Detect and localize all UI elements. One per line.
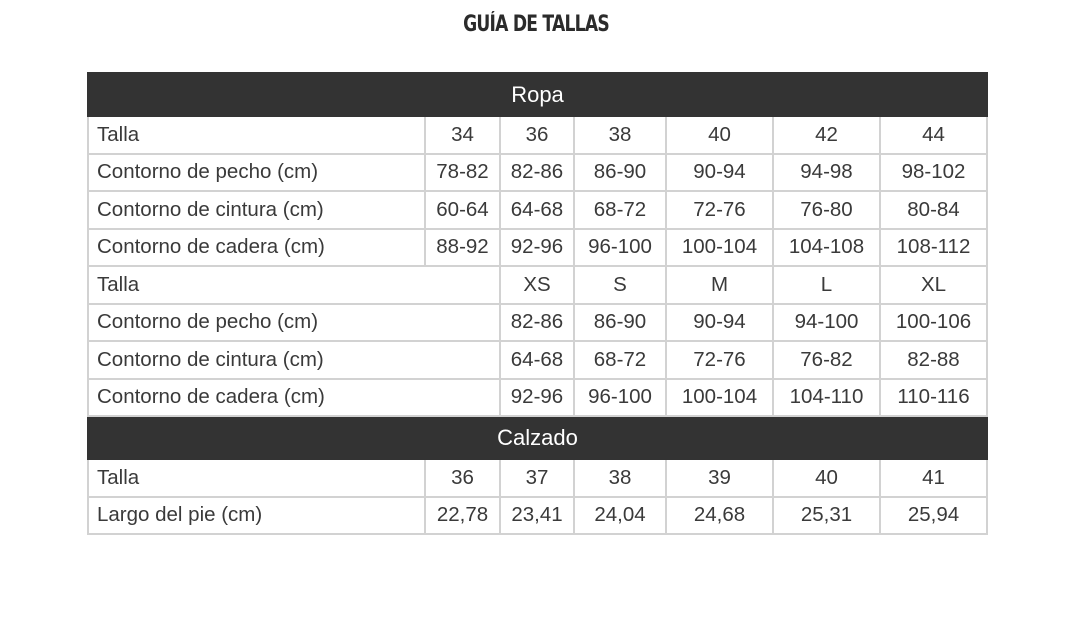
size-cell: L bbox=[772, 265, 881, 305]
size-cell: 40 bbox=[772, 458, 881, 498]
table-cell: 80-84 bbox=[878, 190, 989, 230]
table-cell: 82-88 bbox=[878, 340, 989, 380]
size-cell: 36 bbox=[424, 458, 501, 498]
table-row: Contorno de cadera (cm) 88-92 92-96 96-1… bbox=[87, 227, 989, 267]
size-cell: 41 bbox=[878, 458, 989, 498]
table-cell: 68-72 bbox=[573, 190, 667, 230]
size-row-calzado: Talla 36 37 38 39 40 41 bbox=[87, 458, 989, 498]
size-cell: 38 bbox=[573, 115, 667, 155]
row-label: Contorno de cintura (cm) bbox=[87, 190, 426, 230]
table-cell: 23,41 bbox=[499, 495, 575, 535]
table-row: Contorno de pecho (cm) 78-82 82-86 86-90… bbox=[87, 152, 989, 192]
table-cell: 72-76 bbox=[665, 190, 774, 230]
table-row: Largo del pie (cm) 22,78 23,41 24,04 24,… bbox=[87, 495, 989, 535]
table-cell: 88-92 bbox=[424, 227, 501, 267]
table-cell: 100-104 bbox=[665, 377, 774, 417]
section-header-calzado: Calzado bbox=[86, 415, 989, 460]
table-cell: 22,78 bbox=[424, 495, 501, 535]
table-cell: 25,31 bbox=[772, 495, 881, 535]
table-cell: 86-90 bbox=[573, 152, 667, 192]
table-cell: 24,04 bbox=[573, 495, 667, 535]
row-label: Contorno de pecho (cm) bbox=[87, 152, 426, 192]
table-cell: 64-68 bbox=[499, 340, 575, 380]
section-title-calzado: Calzado bbox=[86, 415, 989, 460]
table-cell: 82-86 bbox=[499, 302, 575, 342]
size-guide-table: Ropa Talla 34 36 38 40 42 44 Contorno de… bbox=[86, 72, 989, 535]
table-cell: 104-110 bbox=[772, 377, 881, 417]
empty-cell bbox=[425, 265, 500, 305]
section-header-ropa: Ropa bbox=[86, 72, 989, 117]
size-row-ropa-numeric: Talla 34 36 38 40 42 44 bbox=[87, 115, 989, 155]
size-cell: XS bbox=[499, 265, 575, 305]
row-label: Largo del pie (cm) bbox=[87, 495, 426, 535]
row-label: Talla bbox=[87, 265, 425, 305]
size-cell: 42 bbox=[772, 115, 881, 155]
row-label: Talla bbox=[87, 115, 426, 155]
table-cell: 76-82 bbox=[772, 340, 881, 380]
section-title-ropa: Ropa bbox=[86, 72, 989, 117]
table-cell: 90-94 bbox=[665, 302, 774, 342]
table-cell: 110-116 bbox=[878, 377, 989, 417]
size-cell: S bbox=[573, 265, 667, 305]
table-row: Contorno de cadera (cm) 92-96 96-100 100… bbox=[87, 377, 989, 417]
size-cell: XL bbox=[878, 265, 989, 305]
table-row: Contorno de cintura (cm) 60-64 64-68 68-… bbox=[87, 190, 989, 230]
table-cell: 24,68 bbox=[665, 495, 774, 535]
size-cell: 37 bbox=[499, 458, 575, 498]
size-cell: 44 bbox=[878, 115, 989, 155]
table-cell: 90-94 bbox=[665, 152, 774, 192]
size-cell: 36 bbox=[499, 115, 575, 155]
table-cell: 64-68 bbox=[499, 190, 575, 230]
table-cell: 104-108 bbox=[772, 227, 881, 267]
table-cell: 86-90 bbox=[573, 302, 667, 342]
table-cell: 72-76 bbox=[665, 340, 774, 380]
table-cell: 25,94 bbox=[878, 495, 989, 535]
row-label: Contorno de cintura (cm) bbox=[87, 340, 425, 380]
table-cell: 68-72 bbox=[573, 340, 667, 380]
table-cell: 100-104 bbox=[665, 227, 774, 267]
table-cell: 78-82 bbox=[424, 152, 501, 192]
size-row-ropa-letter: Talla XS S M L XL bbox=[87, 265, 989, 305]
table-cell: 100-106 bbox=[878, 302, 989, 342]
size-cell: M bbox=[665, 265, 774, 305]
size-cell: 39 bbox=[665, 458, 774, 498]
empty-cell bbox=[425, 377, 500, 417]
row-label: Contorno de cadera (cm) bbox=[87, 227, 426, 267]
size-cell: 34 bbox=[424, 115, 501, 155]
table-cell: 94-98 bbox=[772, 152, 881, 192]
size-cell: 38 bbox=[573, 458, 667, 498]
empty-cell bbox=[425, 340, 500, 380]
size-cell: 40 bbox=[665, 115, 774, 155]
table-cell: 82-86 bbox=[499, 152, 575, 192]
table-cell: 98-102 bbox=[878, 152, 989, 192]
table-cell: 96-100 bbox=[573, 377, 667, 417]
table-cell: 92-96 bbox=[499, 227, 575, 267]
table-row: Contorno de cintura (cm) 64-68 68-72 72-… bbox=[87, 340, 989, 380]
row-label: Talla bbox=[87, 458, 426, 498]
table-cell: 96-100 bbox=[573, 227, 667, 267]
table-cell: 60-64 bbox=[424, 190, 501, 230]
row-label: Contorno de cadera (cm) bbox=[87, 377, 425, 417]
row-label: Contorno de pecho (cm) bbox=[87, 302, 425, 342]
table-cell: 108-112 bbox=[878, 227, 989, 267]
page-title: GUÍA DE TALLAS bbox=[463, 12, 610, 37]
empty-cell bbox=[425, 302, 500, 342]
table-cell: 76-80 bbox=[772, 190, 881, 230]
table-row: Contorno de pecho (cm) 82-86 86-90 90-94… bbox=[87, 302, 989, 342]
table-cell: 94-100 bbox=[772, 302, 881, 342]
table-cell: 92-96 bbox=[499, 377, 575, 417]
